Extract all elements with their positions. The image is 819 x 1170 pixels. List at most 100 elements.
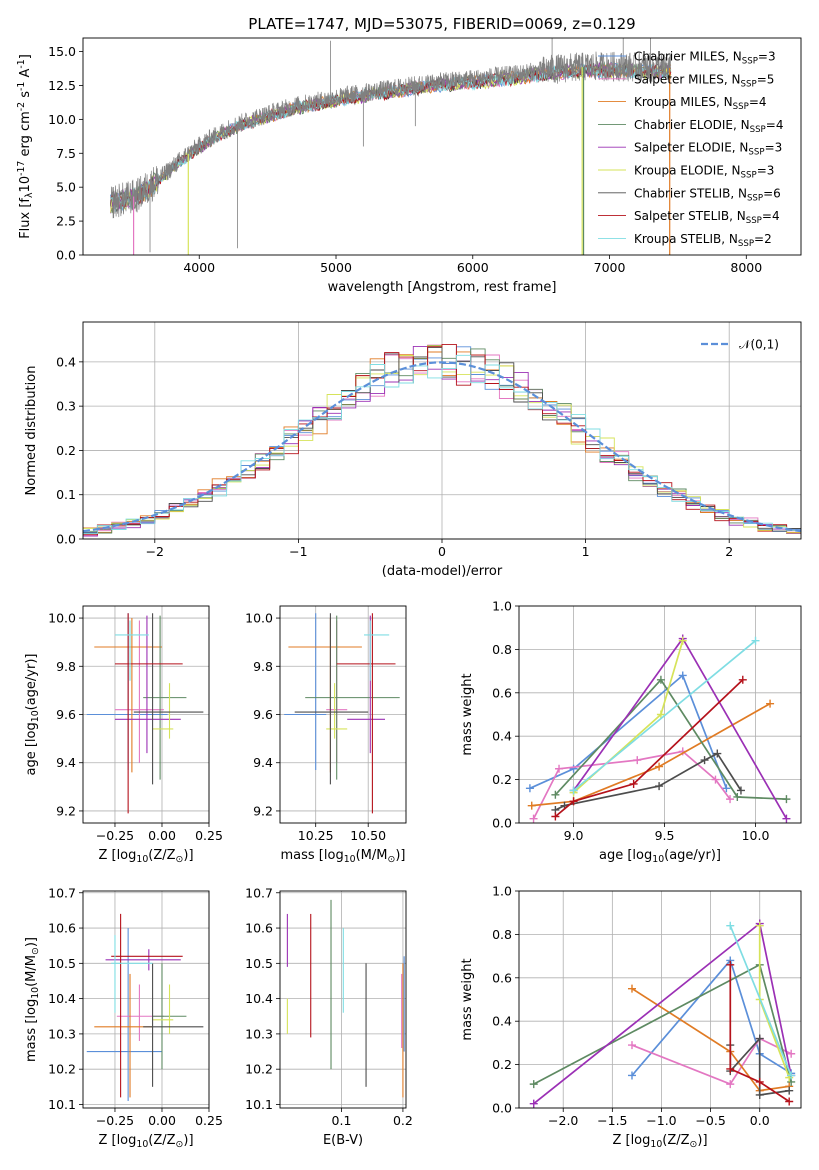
x-axis-label: Z [log10(Z/Z⊙)]: [98, 848, 193, 865]
x-tick-label: 10.0: [742, 828, 770, 843]
data-point: [529, 1080, 538, 1089]
data-point: [738, 675, 747, 684]
errorbar-chabrier-elodie: [305, 615, 400, 780]
errorbar-salpeter-stelib: [114, 613, 183, 814]
data-point: [751, 636, 760, 645]
x-tick-label: 9.0: [564, 828, 584, 843]
data-point: [551, 812, 560, 821]
data-point: [787, 1071, 796, 1080]
x-tick-label: 0.1: [332, 1113, 352, 1128]
y-tick-label: 9.4: [253, 755, 273, 770]
series-salpeter-elodie: [569, 634, 791, 823]
residuals-panel: −2 −1 0 1 2 0.0 0.1 0.2 0.3 0.4 (data-model)/error…: [24, 321, 802, 579]
errorbar-kroupa-elodie: [326, 683, 348, 739]
y-tick-label: 10.1: [245, 1097, 273, 1112]
x-tick-label: −0.25: [96, 828, 134, 843]
data-point: [785, 1086, 794, 1095]
errorbar-chabrier-stelib: [143, 963, 204, 1087]
plot-area: [83, 343, 801, 539]
series-line: [529, 673, 728, 790]
x-tick-label: −1: [289, 544, 307, 559]
gaussian-curve: [83, 361, 801, 533]
y-axis-label: mass weight: [460, 673, 475, 755]
x-tick-label: 10.50: [350, 828, 386, 843]
y-tick-label: 0.2: [492, 1057, 512, 1072]
legend-label: Salpeter MILES, NSSP=5: [634, 72, 774, 89]
series-line: [631, 958, 792, 1077]
y-tick-label: 9.4: [56, 755, 76, 770]
y-tick-label: 0.1: [56, 487, 76, 502]
mass-vs-metallicity-panel: −0.25 0.00 0.25 10.1 10.2 10.3 10.4 10.5 10.6 10.…: [24, 885, 223, 1150]
x-axis-label: (data-model)/error: [382, 564, 503, 579]
y-tick-label: 0.8: [492, 642, 512, 657]
x-tick-label: −0.5: [695, 1113, 725, 1128]
series-line: [554, 678, 787, 800]
data-point: [525, 784, 534, 793]
plot-area: [86, 613, 204, 814]
x-axis-label: E(B-V): [323, 1133, 363, 1148]
errorbar-salpeter-elodie: [347, 615, 385, 754]
plot-area: [86, 913, 204, 1101]
series-line: [631, 1037, 792, 1086]
y-tick-label: 10.4: [48, 991, 76, 1006]
errorbar-salpeter-stelib: [111, 913, 183, 1098]
errorbar-chabrier-miles: [86, 613, 168, 770]
data-point: [633, 756, 642, 765]
x-tick-label: 4000: [183, 260, 215, 275]
x-tick-label: 0.2: [393, 1113, 413, 1128]
plot-area: [110, 38, 672, 255]
data-point: [569, 764, 578, 773]
legend-label: Kroupa MILES, NSSP=4: [634, 95, 767, 112]
errorbar-salpeter-elodie: [114, 615, 181, 754]
y-tick-label: 0.0: [492, 816, 512, 831]
spectrum-panel: PLATE=1747, MJD=53075, FIBERID=0069, z=0…: [16, 15, 802, 295]
y-axis-label: mass weight: [460, 958, 475, 1040]
x-tick-label: 2: [725, 544, 733, 559]
errorbar-chabrier-stelib: [294, 613, 369, 785]
series-chabrier-elodie: [529, 960, 796, 1089]
mass-weight-vs-metallicity-panel: −2.0 −1.5 −1.0 −0.5 0.0 0.0 0.2 0.4 0.6 0.8 1.0 Z […: [460, 884, 802, 1150]
data-point: [529, 814, 538, 823]
y-tick-label: 10.5: [48, 956, 76, 971]
y-tick-label: 9.2: [56, 803, 76, 818]
errorbar-kroupa-stelib: [364, 620, 390, 681]
axes-frame: [279, 605, 407, 824]
axes-frame: [518, 890, 802, 1109]
x-tick-label: 1: [582, 544, 590, 559]
y-axis-label: mass [log10(M/M⊙)]: [24, 937, 41, 1062]
y-tick-label: 10.7: [48, 885, 76, 900]
plot-area: [286, 899, 405, 1098]
y-tick-label: 10.3: [48, 1026, 76, 1041]
data-point: [787, 1049, 796, 1058]
spectrum-legend: Chabrier MILES, NSSP=3 Salpeter MILES, NS…: [598, 50, 783, 249]
axes-frame: [82, 890, 210, 1109]
data-point: [627, 1071, 636, 1080]
y-axis-label: age [log10(age/yr)]: [24, 654, 41, 776]
axes-frame: [82, 37, 802, 256]
x-tick-label: 10.25: [298, 828, 334, 843]
y-tick-label: 10.5: [245, 956, 273, 971]
data-point: [713, 749, 722, 758]
series-line: [554, 679, 744, 818]
axes-frame: [82, 321, 802, 540]
data-point: [755, 1077, 764, 1086]
y-tick-label: 0.6: [492, 685, 512, 700]
data-point: [551, 790, 560, 799]
series-salpeter-miles: [529, 747, 735, 823]
y-tick-label: 2.5: [56, 214, 76, 229]
data-point: [627, 1041, 636, 1050]
series-line: [729, 925, 792, 1076]
residuals-legend: 𝒩(0,1): [701, 338, 779, 352]
x-tick-label: 0.25: [195, 1113, 223, 1128]
data-point: [726, 921, 735, 930]
x-axis-label: mass [log10(M/M⊙)]: [281, 848, 406, 865]
plot-area: [284, 613, 400, 814]
data-point: [569, 797, 578, 806]
errorbar-salpeter-stelib: [336, 613, 396, 814]
plot-area: [529, 919, 796, 1108]
data-point: [655, 762, 664, 771]
y-tick-label: 10.4: [245, 991, 273, 1006]
errorbar-chabrier-miles: [284, 613, 327, 770]
x-tick-label: 8000: [730, 260, 762, 275]
